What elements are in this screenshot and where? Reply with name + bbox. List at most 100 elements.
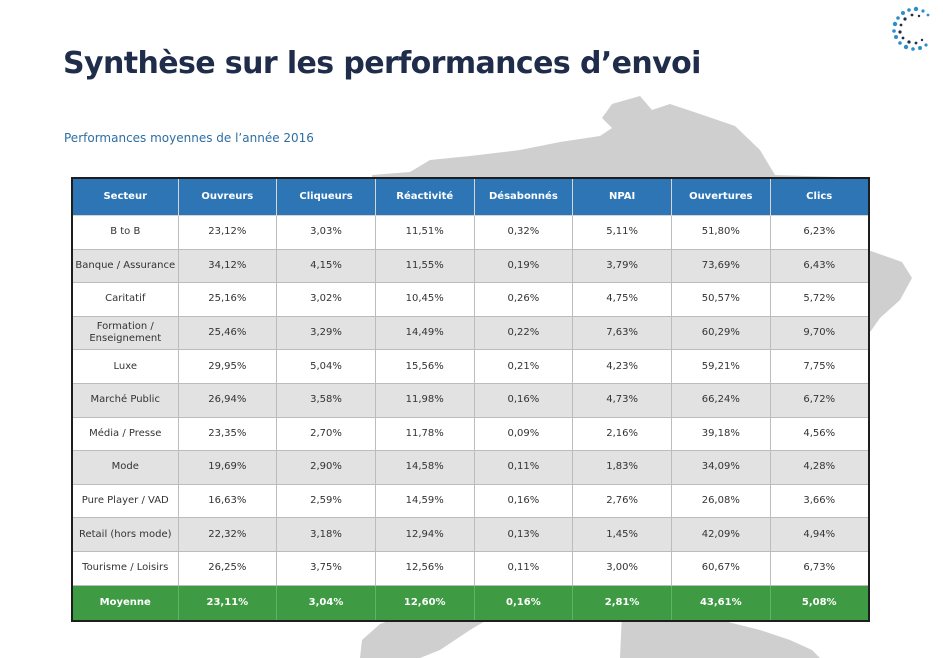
average-label-cell: Moyenne bbox=[71, 584, 179, 622]
value-cell: 1,83% bbox=[572, 450, 672, 485]
sector-cell: Mode bbox=[71, 450, 179, 485]
sector-cell: Média / Presse bbox=[71, 416, 179, 452]
column-header-reactivite: Réactivité bbox=[374, 177, 475, 216]
value-cell: 42,09% bbox=[670, 517, 771, 552]
value-cell: 12,56% bbox=[374, 550, 475, 586]
value-cell: 4,23% bbox=[572, 349, 672, 384]
table-row: Caritatif 25,16% 3,02% 10,45% 0,26% 4,75… bbox=[71, 282, 870, 317]
value-cell: 22,32% bbox=[177, 517, 278, 552]
value-cell: 3,79% bbox=[572, 248, 672, 284]
value-cell: 5,72% bbox=[769, 282, 870, 317]
column-header-ouvreurs: Ouvreurs bbox=[177, 177, 278, 216]
page-subtitle: Performances moyennes de l’année 2016 bbox=[64, 131, 314, 145]
value-cell: 0,22% bbox=[473, 315, 574, 351]
average-value-cell: 2,81% bbox=[572, 584, 672, 622]
column-header-cliqueurs: Cliqueurs bbox=[276, 177, 376, 216]
sector-cell: Luxe bbox=[71, 349, 179, 384]
value-cell: 3,00% bbox=[572, 550, 672, 586]
value-cell: 3,58% bbox=[276, 382, 376, 418]
table-row: Retail (hors mode) 22,32% 3,18% 12,94% 0… bbox=[71, 517, 870, 552]
column-header-ouvertures: Ouvertures bbox=[670, 177, 771, 216]
value-cell: 6,72% bbox=[769, 382, 870, 418]
value-cell: 0,16% bbox=[473, 483, 574, 519]
average-value-cell: 5,08% bbox=[769, 584, 870, 622]
column-header-clics: Clics bbox=[769, 177, 870, 216]
column-header-npai: NPAI bbox=[572, 177, 672, 216]
value-cell: 2,70% bbox=[276, 416, 376, 452]
value-cell: 5,04% bbox=[276, 349, 376, 384]
value-cell: 11,55% bbox=[374, 248, 475, 284]
value-cell: 34,12% bbox=[177, 248, 278, 284]
value-cell: 10,45% bbox=[374, 282, 475, 317]
page-title: Synthèse sur les performances d’envoi bbox=[63, 46, 701, 81]
table-row: Marché Public 26,94% 3,58% 11,98% 0,16% … bbox=[71, 382, 870, 418]
value-cell: 14,49% bbox=[374, 315, 475, 351]
value-cell: 0,09% bbox=[473, 416, 574, 452]
value-cell: 51,80% bbox=[670, 215, 771, 250]
value-cell: 25,16% bbox=[177, 282, 278, 317]
value-cell: 2,59% bbox=[276, 483, 376, 519]
value-cell: 0,11% bbox=[473, 550, 574, 586]
average-value-cell: 0,16% bbox=[473, 584, 574, 622]
value-cell: 3,03% bbox=[276, 215, 376, 250]
value-cell: 11,78% bbox=[374, 416, 475, 452]
value-cell: 3,18% bbox=[276, 517, 376, 552]
performance-table-container: Secteur Ouvreurs Cliqueurs Réactivité Dé… bbox=[71, 177, 870, 622]
value-cell: 50,57% bbox=[670, 282, 771, 317]
value-cell: 12,94% bbox=[374, 517, 475, 552]
sector-cell: Caritatif bbox=[71, 282, 179, 317]
table-body: B to B 23,12% 3,03% 11,51% 0,32% 5,11% 5… bbox=[71, 215, 870, 586]
average-value-cell: 12,60% bbox=[374, 584, 475, 622]
value-cell: 15,56% bbox=[374, 349, 475, 384]
table-row: Formation / Enseignement 25,46% 3,29% 14… bbox=[71, 315, 870, 351]
table-row: Luxe 29,95% 5,04% 15,56% 0,21% 4,23% 59,… bbox=[71, 349, 870, 384]
value-cell: 4,75% bbox=[572, 282, 672, 317]
sector-cell: Pure Player / VAD bbox=[71, 483, 179, 519]
table-footer: Moyenne 23,11% 3,04% 12,60% 0,16% 2,81% … bbox=[71, 584, 870, 622]
value-cell: 26,08% bbox=[670, 483, 771, 519]
column-header-desabonnes: Désabonnés bbox=[473, 177, 574, 216]
value-cell: 4,94% bbox=[769, 517, 870, 552]
value-cell: 1,45% bbox=[572, 517, 672, 552]
sector-cell: Retail (hors mode) bbox=[71, 517, 179, 552]
value-cell: 6,43% bbox=[769, 248, 870, 284]
sector-cell: Tourisme / Loisirs bbox=[71, 550, 179, 586]
value-cell: 0,19% bbox=[473, 248, 574, 284]
value-cell: 23,35% bbox=[177, 416, 278, 452]
value-cell: 4,73% bbox=[572, 382, 672, 418]
value-cell: 7,75% bbox=[769, 349, 870, 384]
value-cell: 2,76% bbox=[572, 483, 672, 519]
value-cell: 0,16% bbox=[473, 382, 574, 418]
table-header: Secteur Ouvreurs Cliqueurs Réactivité Dé… bbox=[71, 177, 870, 216]
value-cell: 0,11% bbox=[473, 450, 574, 485]
table-row: Tourisme / Loisirs 26,25% 3,75% 12,56% 0… bbox=[71, 550, 870, 586]
value-cell: 3,29% bbox=[276, 315, 376, 351]
value-cell: 7,63% bbox=[572, 315, 672, 351]
value-cell: 60,29% bbox=[670, 315, 771, 351]
average-value-cell: 43,61% bbox=[670, 584, 771, 622]
value-cell: 0,13% bbox=[473, 517, 574, 552]
table-row: Média / Presse 23,35% 2,70% 11,78% 0,09%… bbox=[71, 416, 870, 452]
table-row: Pure Player / VAD 16,63% 2,59% 14,59% 0,… bbox=[71, 483, 870, 519]
value-cell: 66,24% bbox=[670, 382, 771, 418]
value-cell: 6,23% bbox=[769, 215, 870, 250]
sector-cell: B to B bbox=[71, 215, 179, 250]
value-cell: 3,02% bbox=[276, 282, 376, 317]
value-cell: 0,21% bbox=[473, 349, 574, 384]
value-cell: 25,46% bbox=[177, 315, 278, 351]
average-value-cell: 23,11% bbox=[177, 584, 278, 622]
value-cell: 5,11% bbox=[572, 215, 672, 250]
value-cell: 6,73% bbox=[769, 550, 870, 586]
value-cell: 23,12% bbox=[177, 215, 278, 250]
value-cell: 3,66% bbox=[769, 483, 870, 519]
sector-cell: Marché Public bbox=[71, 382, 179, 418]
average-value-cell: 3,04% bbox=[276, 584, 376, 622]
value-cell: 2,16% bbox=[572, 416, 672, 452]
table-row: Mode 19,69% 2,90% 14,58% 0,11% 1,83% 34,… bbox=[71, 450, 870, 485]
value-cell: 26,94% bbox=[177, 382, 278, 418]
dotted-c-logo-icon bbox=[892, 6, 930, 51]
value-cell: 34,09% bbox=[670, 450, 771, 485]
average-row: Moyenne 23,11% 3,04% 12,60% 0,16% 2,81% … bbox=[71, 584, 870, 622]
value-cell: 4,15% bbox=[276, 248, 376, 284]
table-row: B to B 23,12% 3,03% 11,51% 0,32% 5,11% 5… bbox=[71, 215, 870, 250]
